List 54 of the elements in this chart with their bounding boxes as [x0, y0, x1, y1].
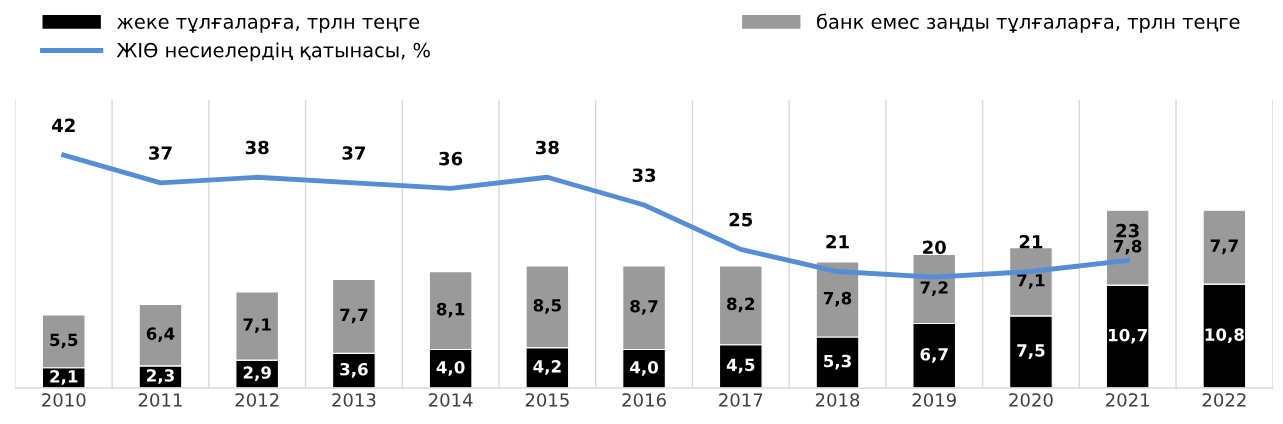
data-label: 23	[1116, 223, 1139, 238]
data-label: 36	[439, 151, 463, 166]
data-label: 8,5	[533, 298, 561, 314]
data-label: 5,3	[824, 354, 851, 370]
data-label: 7,2	[920, 281, 948, 296]
data-label: 4,5	[726, 358, 755, 374]
legend-label: жеке тұлғаларға, трлн теңге	[117, 17, 420, 33]
x-tick-label: 2011	[138, 393, 182, 407]
data-label: 5,5	[50, 333, 78, 349]
data-label: 7,1	[243, 318, 271, 333]
data-label: 8,1	[436, 302, 465, 318]
data-label: 4,2	[533, 360, 561, 375]
data-label: 21	[826, 234, 849, 249]
data-label: 2,3	[147, 369, 174, 384]
data-label: 4,0	[436, 360, 465, 376]
legend-label: банк емес заңды тұлғаларға, трлн теңге	[817, 13, 1240, 33]
data-label: 8,7	[630, 299, 658, 315]
data-label: 8,2	[727, 297, 755, 313]
data-label: 7,8	[1114, 239, 1142, 255]
data-label: 7,7	[1210, 239, 1238, 255]
x-tick-label: 2010	[42, 393, 86, 407]
data-label: 7,7	[340, 308, 368, 324]
data-label: 37	[149, 146, 172, 160]
data-label: 38	[535, 140, 559, 155]
x-tick-label: 2022	[1202, 393, 1246, 407]
data-label: 2,9	[243, 366, 271, 381]
legend-label: ЖІӨ несиелердің қатынасы, %	[116, 42, 430, 62]
data-label: 7,1	[1017, 274, 1045, 289]
x-tick-label: 2014	[428, 393, 473, 407]
x-tick-label: 2020	[1009, 393, 1053, 407]
data-label: 4,0	[630, 360, 659, 376]
x-tick-label: 2016	[622, 393, 666, 407]
data-label: 42	[52, 118, 75, 132]
data-label: 38	[245, 140, 269, 155]
data-label: 10,8	[1205, 328, 1244, 344]
data-label: 37	[342, 146, 366, 160]
data-label: 21	[1019, 234, 1043, 249]
x-tick-label: 2019	[912, 393, 956, 407]
x-tick-label: 2013	[332, 393, 376, 407]
data-label: 2,1	[50, 370, 78, 385]
data-label: 7,5	[1017, 344, 1045, 359]
data-label: 7,8	[823, 291, 852, 307]
data-label: 6,7	[920, 348, 948, 363]
data-label: 6,4	[146, 327, 175, 343]
x-tick-label: 2018	[815, 393, 860, 407]
x-tick-label: 2012	[235, 393, 279, 407]
data-label: 3,6	[340, 362, 368, 378]
x-tick-label: 2017	[719, 393, 763, 407]
data-label: 33	[632, 168, 656, 183]
x-tick-label: 2015	[525, 393, 569, 407]
data-label: 20	[923, 240, 946, 255]
x-tick-label: 2021	[1106, 393, 1149, 407]
data-label: 10,7	[1108, 328, 1147, 344]
data-label: 25	[729, 212, 753, 227]
